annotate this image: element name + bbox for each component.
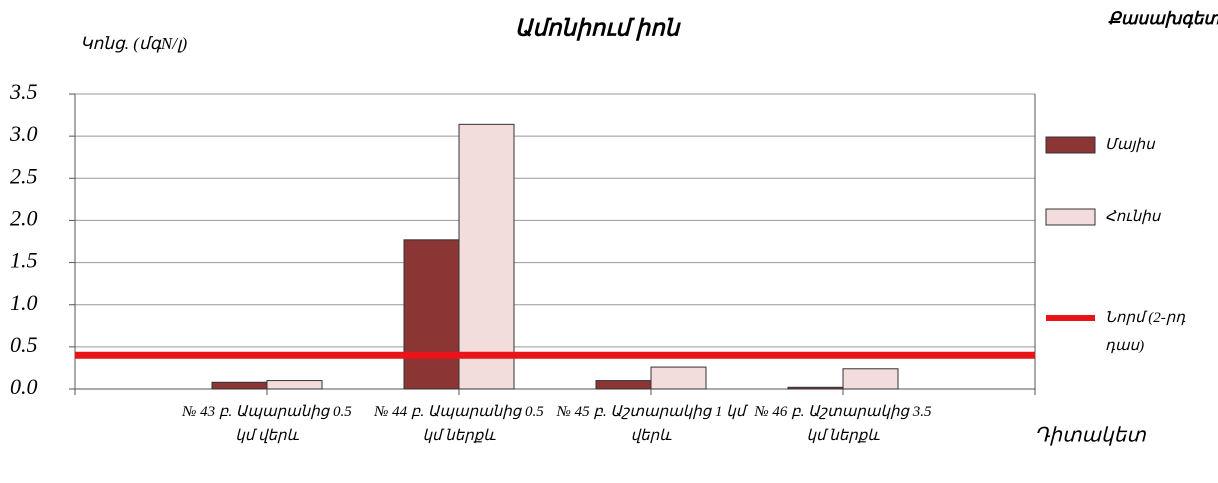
bar: [266, 380, 323, 390]
bar: [595, 380, 652, 390]
legend-label: Մայիս: [1105, 137, 1155, 153]
y-tick-label: 2.5: [10, 163, 38, 188]
x-tick-label: № 43 բ. Ապարանից 0.5 կմ վերև: [182, 404, 352, 444]
y-tick-label: 1.5: [10, 248, 38, 273]
legend-label: Նորմ (2-րդ դաս): [1105, 310, 1186, 354]
x-tick-label: № 45 բ. Աշտարակից 1 կմ վերև: [556, 404, 746, 444]
bar: [211, 381, 268, 390]
y-tick-label: 2.0: [10, 205, 38, 230]
y-tick-label: 0.0: [10, 374, 38, 399]
y-tick-label: 0.5: [10, 332, 38, 357]
y-tick-label: 3.5: [9, 79, 38, 104]
x-axis-label: Դիտակետ: [1034, 425, 1147, 447]
y-axis-label: Կոնց. (մգN/լ): [80, 34, 188, 53]
legend-title: Քասախգետ: [1108, 9, 1218, 28]
legend-swatch: [1045, 136, 1096, 154]
bar: [787, 386, 844, 390]
x-tick-label: № 46 բ. Աշտարակից 3.5 կմ ներքև: [754, 404, 932, 444]
legend-swatch: [1045, 208, 1096, 226]
bar: [403, 239, 460, 390]
y-tick-label: 3.0: [9, 121, 38, 146]
chart-title: Ամոնիում իոն: [515, 15, 682, 41]
bar: [458, 123, 515, 390]
bar: [842, 368, 899, 390]
y-tick-label: 1.0: [10, 290, 38, 315]
legend-label: Հունիս: [1105, 209, 1161, 225]
bar: [650, 366, 707, 390]
x-tick-label: № 44 բ. Ապարանից 0.5 կմ ներքև: [374, 404, 544, 444]
